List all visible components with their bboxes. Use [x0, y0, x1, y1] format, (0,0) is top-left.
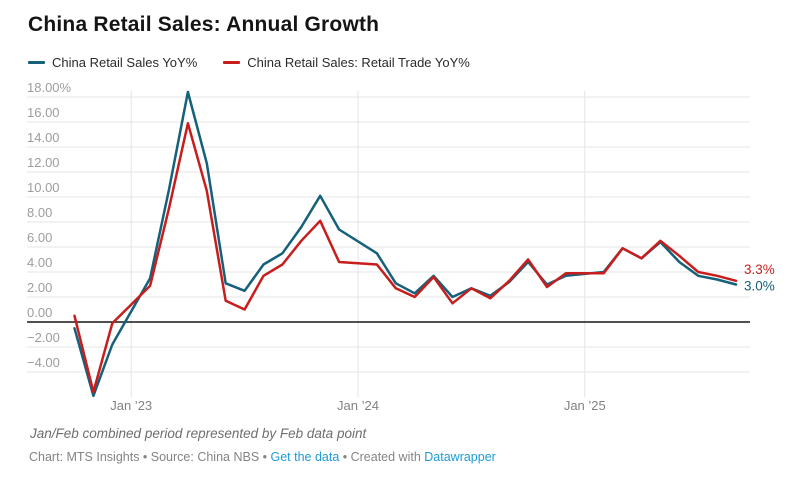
legend-item-retail-trade: China Retail Sales: Retail Trade YoY% [223, 55, 470, 70]
legend-line-swatch-icon [223, 61, 241, 64]
y-axis-label: 2.00 [27, 280, 52, 295]
y-axis-label: 16.00 [27, 105, 60, 120]
x-axis-label: Jan ’24 [337, 398, 379, 413]
y-axis-label: −2.00 [27, 330, 60, 345]
x-axis-label: Jan ’25 [564, 398, 606, 413]
get-the-data-link[interactable]: Get the data [270, 450, 340, 464]
series-end-value-label: 3.3% [744, 262, 775, 277]
y-axis-label: 8.00 [27, 205, 52, 220]
legend-line-swatch-icon [28, 61, 45, 64]
legend-label: China Retail Sales: Retail Trade YoY% [247, 55, 470, 70]
series-line-1 [73, 122, 738, 394]
line-chart-canvas: Jan ’23 Jan ’24 Jan ’25 18.00% 16.00 14.00 12.… [27, 80, 775, 413]
page-title: China Retail Sales: Annual Growth [28, 13, 380, 36]
y-axis-label: −4.00 [27, 355, 60, 370]
y-axis-label: 18.00% [27, 80, 72, 95]
legend-label: China Retail Sales YoY% [52, 55, 198, 70]
credits-text: Chart: MTS Insights • Source: China NBS … [29, 450, 271, 464]
y-axis-label: 6.00 [27, 230, 52, 245]
legend-item-retail-sales: China Retail Sales YoY% [28, 55, 197, 70]
chart-footnote: Jan/Feb combined period represented by F… [30, 426, 367, 441]
x-axis-label: Jan ’23 [110, 398, 152, 413]
y-axis-label: 10.00 [27, 180, 60, 195]
series-line-0 [73, 90, 738, 398]
y-axis-label: 12.00 [27, 155, 60, 170]
y-axis-label: 0.00 [27, 305, 52, 320]
chart-legend: China Retail Sales YoY% China Retail Sal… [28, 55, 470, 70]
credits-text: • Created with [339, 450, 425, 464]
datawrapper-link[interactable]: Datawrapper [424, 450, 496, 464]
series-end-value-label: 3.0% [744, 279, 775, 294]
y-axis-label: 14.00 [27, 130, 60, 145]
chart-credits: Chart: MTS Insights • Source: China NBS … [29, 450, 496, 464]
y-axis-label: 4.00 [27, 255, 52, 270]
